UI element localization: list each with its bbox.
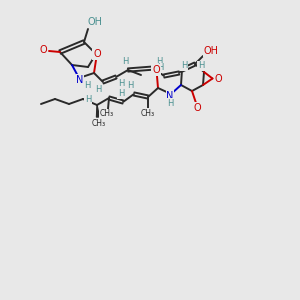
Text: OH: OH (88, 17, 103, 27)
Text: CH₃: CH₃ (92, 118, 106, 127)
Text: H: H (127, 82, 133, 91)
Text: O: O (39, 45, 47, 55)
Text: H: H (167, 98, 173, 107)
Text: H: H (156, 56, 162, 65)
Text: O: O (193, 103, 201, 113)
Text: H: H (122, 58, 128, 67)
Text: N: N (76, 75, 84, 85)
Text: H: H (84, 80, 90, 89)
Text: CH₃: CH₃ (100, 110, 114, 118)
Text: O: O (93, 49, 101, 59)
Text: H: H (198, 61, 204, 70)
Text: H: H (118, 80, 124, 88)
Text: H: H (118, 89, 124, 98)
Text: O: O (215, 74, 222, 83)
Text: H: H (85, 94, 91, 103)
Text: O: O (152, 65, 160, 75)
Text: CH₃: CH₃ (141, 109, 155, 118)
Text: N: N (166, 91, 174, 101)
Polygon shape (97, 105, 100, 117)
Text: H: H (95, 85, 101, 94)
Text: OH: OH (203, 46, 218, 56)
Text: H: H (181, 61, 187, 70)
Text: H: H (157, 64, 163, 73)
